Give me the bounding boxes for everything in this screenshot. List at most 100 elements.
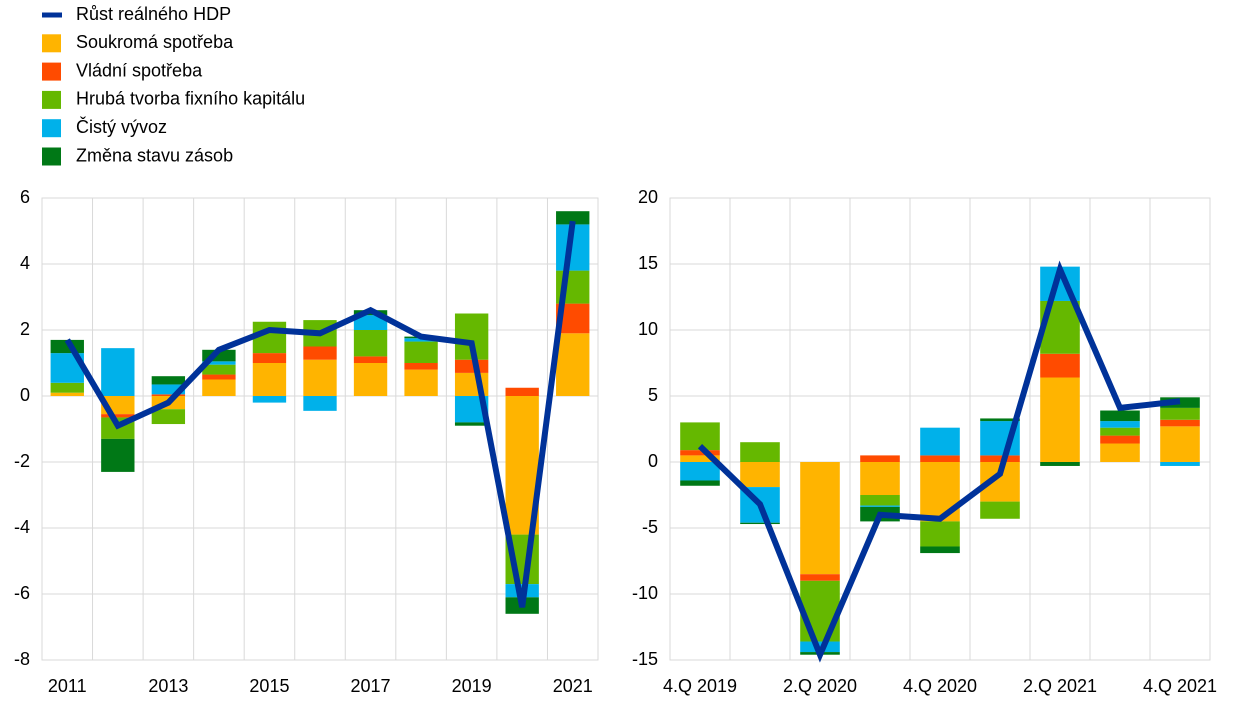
x-tick-label: 2013 bbox=[148, 676, 188, 696]
x-tick-label: 2.Q 2020 bbox=[783, 676, 857, 696]
bar-segment bbox=[1160, 426, 1200, 462]
bar-segment bbox=[454, 359, 489, 373]
bar-segment bbox=[980, 455, 1020, 462]
bar-segment bbox=[1040, 462, 1080, 466]
x-tick-label: 4.Q 2019 bbox=[663, 676, 737, 696]
y-tick-label: 5 bbox=[648, 385, 658, 405]
x-tick-label: 2021 bbox=[553, 676, 593, 696]
bar-segment bbox=[556, 333, 590, 396]
bar-segment bbox=[1160, 407, 1200, 420]
bar-segment bbox=[101, 414, 135, 418]
legend-swatch bbox=[42, 90, 61, 109]
legend-swatch bbox=[42, 119, 61, 138]
bar-segment bbox=[860, 462, 900, 495]
bar-segment bbox=[404, 369, 438, 396]
bar-segment bbox=[920, 455, 960, 462]
legend-label: Růst reálného HDP bbox=[76, 4, 231, 24]
bar-segment bbox=[202, 364, 236, 375]
bar-segment bbox=[454, 422, 489, 426]
bar-segment bbox=[800, 462, 840, 575]
legend-swatch bbox=[42, 62, 61, 81]
y-tick-label: 20 bbox=[638, 187, 658, 207]
bar-segment bbox=[1040, 353, 1080, 378]
bar-segment bbox=[101, 438, 135, 472]
x-tick-label: 2.Q 2021 bbox=[1023, 676, 1097, 696]
y-tick-label: 15 bbox=[638, 253, 658, 273]
x-tick-label: 2011 bbox=[48, 676, 87, 696]
line-series bbox=[64, 220, 576, 608]
line-series bbox=[697, 260, 1181, 663]
bar-segment bbox=[404, 363, 438, 370]
legend-label: Čistý vývoz bbox=[76, 116, 167, 137]
bar-segment bbox=[980, 418, 1020, 422]
bar-segment bbox=[1100, 410, 1140, 422]
legend-label: Soukromá spotřeba bbox=[76, 32, 234, 52]
x-tick-label: 4.Q 2020 bbox=[903, 676, 977, 696]
bar-segment bbox=[800, 574, 840, 581]
bar-segment bbox=[303, 346, 337, 360]
bar-segment bbox=[202, 379, 236, 396]
bar-segment bbox=[740, 462, 780, 488]
y-tick-label: -8 bbox=[14, 649, 30, 669]
bar-segment bbox=[404, 338, 438, 342]
bar-segment bbox=[404, 341, 438, 363]
legend-label: Vládní spotřeba bbox=[76, 60, 203, 80]
bar-segment bbox=[680, 462, 720, 481]
legend-swatch bbox=[42, 34, 61, 53]
bar-segment bbox=[151, 409, 186, 425]
bar-segment bbox=[151, 384, 186, 395]
y-tick-label: 10 bbox=[638, 319, 658, 339]
x-tick-label: 2017 bbox=[351, 676, 391, 696]
bar-segment bbox=[353, 356, 388, 363]
x-tick-label: 4.Q 2021 bbox=[1143, 676, 1217, 696]
bar-segment bbox=[50, 392, 84, 396]
bar-segment bbox=[1160, 419, 1200, 427]
x-tick-label: 2015 bbox=[249, 676, 289, 696]
bar-segment bbox=[505, 387, 539, 396]
bar-segment bbox=[1100, 427, 1140, 436]
bar-segment bbox=[920, 462, 960, 522]
bar-segment bbox=[860, 455, 900, 462]
bar-segment bbox=[740, 522, 780, 525]
bar-segment bbox=[303, 396, 337, 411]
bar-segment bbox=[680, 480, 720, 486]
legend-swatch bbox=[42, 147, 61, 166]
legend-label: Změna stavu zásob bbox=[76, 145, 233, 165]
bar-segment bbox=[920, 521, 960, 547]
bar-segment bbox=[151, 376, 186, 385]
x-tick-label: 2019 bbox=[452, 676, 492, 696]
bar-segment bbox=[1100, 421, 1140, 428]
bar-segment bbox=[680, 450, 720, 456]
bar-segment bbox=[680, 455, 720, 462]
bar-segment bbox=[252, 396, 287, 403]
bar-segment bbox=[202, 361, 236, 365]
bar-segment bbox=[151, 394, 186, 396]
bar-segment bbox=[1160, 462, 1200, 466]
y-tick-label: 2 bbox=[20, 319, 30, 339]
bar-segment bbox=[680, 422, 720, 451]
bar-segment bbox=[252, 353, 287, 363]
y-tick-label: -10 bbox=[632, 583, 658, 603]
bar-segment bbox=[1100, 435, 1140, 444]
bar-segment bbox=[353, 315, 388, 330]
y-tick-label: -15 bbox=[632, 649, 658, 669]
bar-segment bbox=[1100, 443, 1140, 462]
bar-segment bbox=[556, 211, 590, 225]
y-tick-label: -6 bbox=[14, 583, 30, 603]
y-tick-label: -2 bbox=[14, 451, 30, 471]
bar-segment bbox=[50, 382, 84, 393]
bar-segment bbox=[800, 580, 840, 642]
bar-segment bbox=[1040, 377, 1080, 462]
bar-segment bbox=[101, 348, 135, 396]
bar-segment bbox=[202, 374, 236, 380]
bar-segment bbox=[920, 427, 960, 456]
y-tick-label: 4 bbox=[20, 253, 30, 273]
bar-segment bbox=[202, 349, 236, 362]
bar-segment bbox=[860, 495, 900, 506]
bar-segment bbox=[920, 546, 960, 554]
bar-segment bbox=[252, 363, 287, 396]
y-tick-label: -4 bbox=[14, 517, 30, 537]
bar-segment bbox=[980, 501, 1020, 519]
y-tick-label: 0 bbox=[20, 385, 30, 405]
